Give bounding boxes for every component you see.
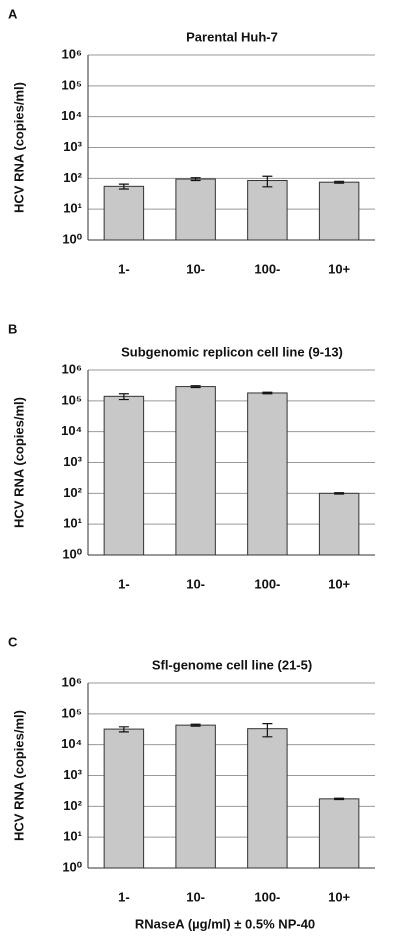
x-tick-label: 100- [254,576,280,591]
y-tick-label: 10⁵ [61,392,82,407]
y-tick-label: 10¹ [63,829,82,844]
bar [318,492,360,556]
y-axis-label: HCV RNA (copies/ml) [11,710,26,841]
bar [247,392,288,556]
y-tick-label: 10⁴ [61,423,82,438]
y-tick-label: 10⁴ [61,108,82,123]
error-bar [334,797,345,801]
x-tick-label: 1- [118,576,130,591]
bar [247,728,288,869]
panel-label: A [8,6,18,21]
y-tick-label: 10⁶ [62,674,82,689]
x-tick-label: 100- [254,261,280,276]
bar [103,395,145,556]
x-tick-label: 10- [186,576,205,591]
error-bar [118,393,129,401]
error-bar [118,183,129,190]
bar [175,178,216,241]
bar [318,181,360,241]
error-bar [190,177,201,182]
chart-title: Subgenomic replicon cell line (9-13) [121,344,343,359]
y-tick-label: 10⁰ [62,546,82,561]
x-tick-label: 10- [186,889,205,904]
error-bar [334,180,345,184]
x-tick-label: 1- [118,261,130,276]
y-tick-label: 10⁶ [62,46,82,61]
y-tick-label: 10¹ [63,201,82,216]
bar [103,185,145,241]
y-tick-label: 10³ [63,454,82,469]
y-tick-label: 10⁵ [61,77,82,92]
y-tick-label: 10² [63,798,82,813]
error-bar [262,723,273,738]
x-tick-label: 100- [254,889,280,904]
x-tick-label: 1- [118,889,130,904]
y-tick-label: 10⁴ [61,736,82,751]
error-bar [262,391,273,395]
error-bar [190,385,201,389]
chart-title: Parental Huh-7 [186,29,278,44]
y-tick-label: 10¹ [63,516,82,531]
bar [247,180,288,241]
y-tick-label: 10³ [63,767,82,782]
x-axis-label: RNaseA (µg/ml) ± 0.5% NP-40 [135,916,315,931]
y-tick-label: 10⁰ [62,231,82,246]
y-tick-label: 10⁵ [61,705,82,720]
y-axis-label: HCV RNA (copies/ml) [11,82,26,213]
panel-label: B [8,321,17,336]
x-tick-label: 10+ [328,576,350,591]
error-bar [334,492,345,495]
error-bar [262,175,273,188]
y-tick-label: 10² [63,170,82,185]
y-tick-label: 10⁶ [62,361,82,376]
error-bar [190,723,201,727]
y-axis-label: HCV RNA (copies/ml) [11,397,26,528]
error-bar [118,726,129,733]
chart-title: Sfl-genome cell line (21-5) [152,657,312,672]
bar [103,728,145,869]
y-tick-label: 10³ [63,139,82,154]
y-tick-label: 10⁰ [62,859,82,874]
x-tick-label: 10+ [328,889,350,904]
bar [318,798,360,869]
bar [175,724,216,869]
x-tick-label: 10- [186,261,205,276]
y-tick-label: 10² [63,485,82,500]
panel-label: C [8,634,18,649]
x-tick-label: 10+ [328,261,350,276]
bar [175,386,216,556]
